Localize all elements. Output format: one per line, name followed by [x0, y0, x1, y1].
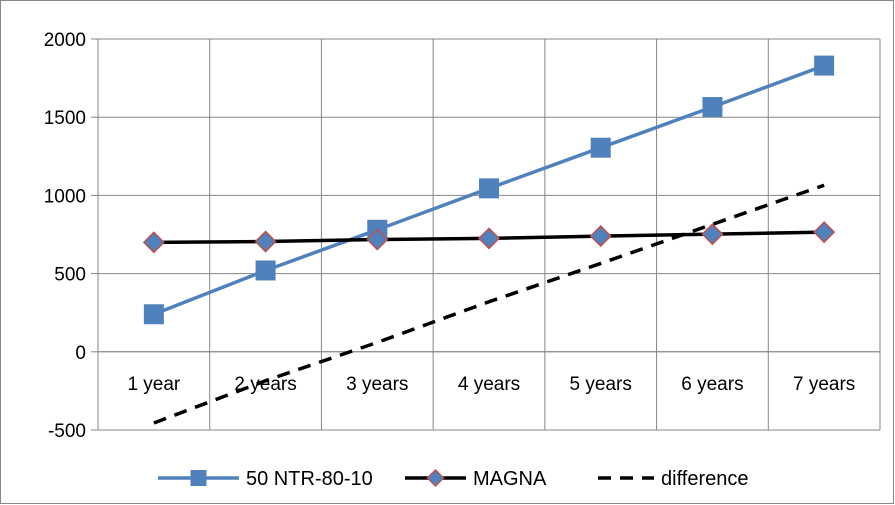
x-tick-label: 4 years: [458, 374, 520, 395]
data-point-square: [479, 178, 499, 199]
data-point-diamond: [426, 468, 445, 488]
series-difference: [153, 183, 825, 425]
data-point-diamond: [477, 227, 501, 250]
legend-label: difference: [661, 468, 748, 490]
data-point-square: [702, 97, 723, 118]
x-tick-label: 1 year: [127, 374, 180, 395]
series-magna: [142, 221, 836, 254]
y-tick-label: 1000: [44, 186, 86, 207]
data-point-diamond: [366, 228, 389, 251]
x-tick-label: 6 years: [681, 374, 743, 395]
data-point-square: [143, 304, 164, 325]
data-point-square: [255, 260, 276, 281]
y-tick-label: 2000: [44, 30, 86, 51]
series-line: [153, 183, 825, 425]
data-point-square: [190, 470, 207, 486]
y-tick-label: 500: [54, 265, 86, 286]
y-tick-label: 1500: [44, 108, 86, 129]
legend-item: 50 NTR-80-10: [158, 468, 373, 490]
x-tick-label: 3 years: [346, 374, 408, 395]
data-point-square: [590, 137, 611, 158]
y-tick-label: 0: [75, 343, 86, 364]
x-tick-label: 7 years: [793, 374, 855, 395]
axes: -500 0 500 1000 1500 2000 1 year 2 years 3 years…: [44, 30, 880, 442]
data-point-diamond: [701, 223, 724, 246]
legend-item: MAGNA: [405, 468, 547, 490]
legend-label: 50 NTR-80-10: [246, 468, 373, 490]
legend: 50 NTR-80-10 MAGNA difference: [158, 468, 748, 490]
legend-label: MAGNA: [473, 468, 547, 490]
data-point-diamond: [813, 221, 836, 244]
legend-item: difference: [598, 468, 748, 490]
x-tick-label: 2 years: [234, 374, 296, 395]
data-point-diamond: [142, 231, 165, 254]
data-point-diamond: [254, 230, 277, 253]
x-tick-label: 5 years: [570, 374, 632, 395]
series-group: [142, 55, 836, 425]
data-point-diamond: [589, 225, 612, 248]
data-point-square: [814, 55, 835, 76]
y-tick-label: -500: [48, 421, 86, 442]
